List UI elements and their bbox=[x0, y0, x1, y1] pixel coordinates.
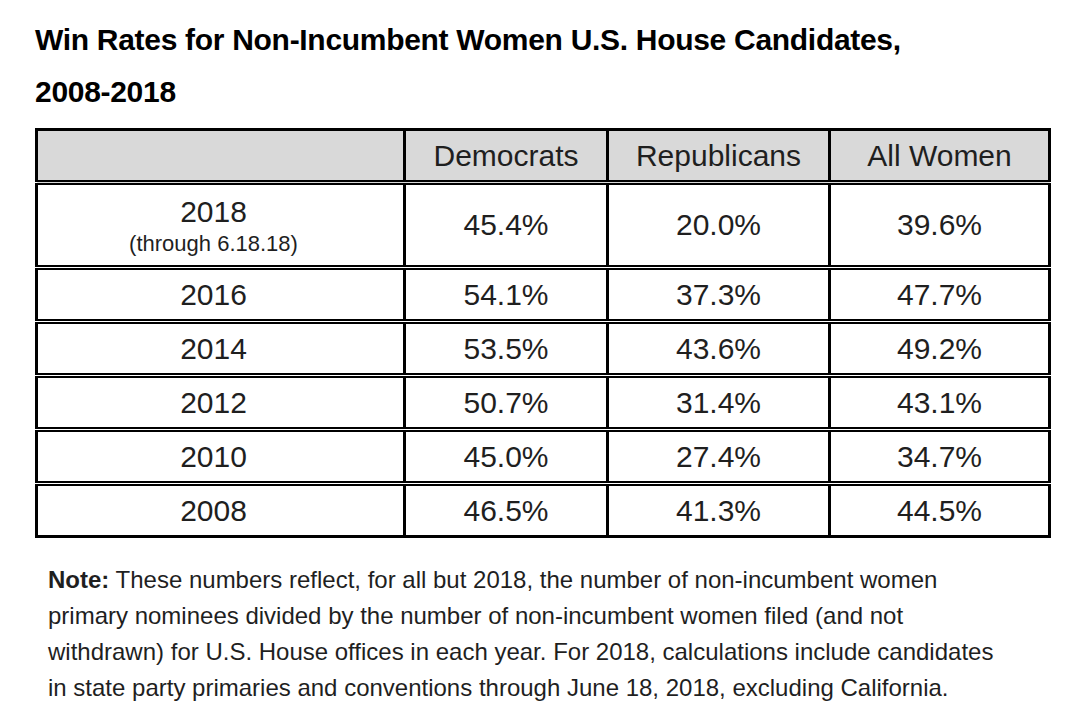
year-cell: 2012 bbox=[37, 376, 405, 430]
year-cell: 2018 (through 6.18.18) bbox=[37, 183, 405, 268]
table-row-2010: 2010 45.0% 27.4% 34.7% bbox=[37, 430, 1050, 484]
republicans-value: 37.3% bbox=[608, 268, 830, 322]
democrats-value: 53.5% bbox=[405, 322, 608, 376]
all-women-value: 34.7% bbox=[830, 430, 1050, 484]
democrats-value: 45.0% bbox=[405, 430, 608, 484]
all-women-value: 39.6% bbox=[830, 183, 1050, 268]
year-sublabel: (through 6.18.18) bbox=[38, 231, 389, 257]
table-row-2018: 2018 (through 6.18.18) 45.4% 20.0% 39.6% bbox=[37, 183, 1050, 268]
republicans-value: 31.4% bbox=[608, 376, 830, 430]
year-label: 2012 bbox=[38, 384, 389, 422]
all-women-value: 43.1% bbox=[830, 376, 1050, 430]
republicans-value: 43.6% bbox=[608, 322, 830, 376]
table-row-2014: 2014 53.5% 43.6% 49.2% bbox=[37, 322, 1050, 376]
democrats-value: 50.7% bbox=[405, 376, 608, 430]
republicans-value: 20.0% bbox=[608, 183, 830, 268]
democrats-value: 45.4% bbox=[405, 183, 608, 268]
column-header-all-women: All Women bbox=[830, 130, 1050, 183]
year-cell: 2010 bbox=[37, 430, 405, 484]
title-line-1: Win Rates for Non-Incumbent Women U.S. H… bbox=[35, 14, 1045, 66]
fact-sheet-page: Win Rates for Non-Incumbent Women U.S. H… bbox=[0, 0, 1069, 723]
year-label: 2008 bbox=[38, 492, 389, 530]
note: Note: These numbers reflect, for all but… bbox=[48, 562, 1016, 706]
column-header-republicans: Republicans bbox=[608, 130, 830, 183]
all-women-value: 49.2% bbox=[830, 322, 1050, 376]
year-cell: 2008 bbox=[37, 484, 405, 537]
year-label: 2014 bbox=[38, 330, 389, 368]
republicans-value: 27.4% bbox=[608, 430, 830, 484]
year-label: 2010 bbox=[38, 438, 389, 476]
table-row-2016: 2016 54.1% 37.3% 47.7% bbox=[37, 268, 1050, 322]
year-cell: 2016 bbox=[37, 268, 405, 322]
table-row-2012: 2012 50.7% 31.4% 43.1% bbox=[37, 376, 1050, 430]
title-line-2: 2008-2018 bbox=[35, 66, 1045, 118]
page-title: Win Rates for Non-Incumbent Women U.S. H… bbox=[35, 14, 1045, 118]
democrats-value: 46.5% bbox=[405, 484, 608, 537]
year-label: 2018 bbox=[38, 193, 389, 231]
win-rates-table: Democrats Republicans All Women 2018 (th… bbox=[35, 128, 1051, 538]
democrats-value: 54.1% bbox=[405, 268, 608, 322]
table-header-row: Democrats Republicans All Women bbox=[37, 130, 1050, 183]
all-women-value: 44.5% bbox=[830, 484, 1050, 537]
table-row-2008: 2008 46.5% 41.3% 44.5% bbox=[37, 484, 1050, 537]
all-women-value: 47.7% bbox=[830, 268, 1050, 322]
note-label: Note: bbox=[48, 566, 109, 593]
column-header-democrats: Democrats bbox=[405, 130, 608, 183]
column-header-year bbox=[37, 130, 405, 183]
year-cell: 2014 bbox=[37, 322, 405, 376]
note-text: These numbers reflect, for all but 2018,… bbox=[48, 566, 993, 701]
year-label: 2016 bbox=[38, 276, 389, 314]
republicans-value: 41.3% bbox=[608, 484, 830, 537]
